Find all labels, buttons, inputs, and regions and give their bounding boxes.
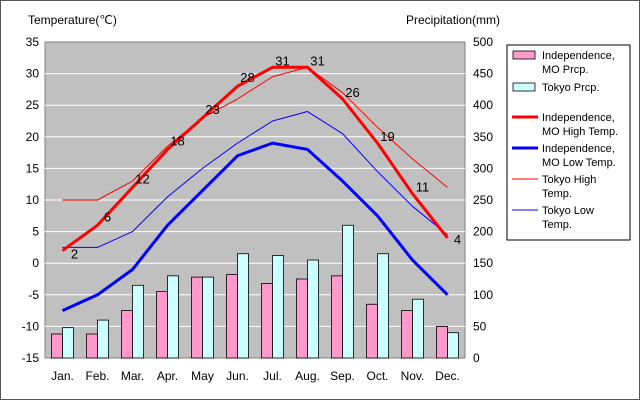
temp-line: [61, 65, 449, 252]
right-tick-label: 150: [473, 256, 493, 270]
high-temp-label: 23: [205, 102, 219, 117]
precip-bar: [97, 319, 109, 359]
temp-line: [61, 141, 449, 312]
high-temp-label: 6: [104, 209, 111, 224]
left-tick-label: 15: [26, 161, 40, 175]
legend-label: MO High Temp.: [542, 126, 618, 138]
precip-bar: [261, 283, 273, 359]
precip-bar: [121, 310, 133, 359]
precipitation-bars: [51, 224, 459, 359]
right-tick-label: 50: [473, 319, 487, 333]
left-tick-label: 25: [26, 98, 40, 112]
high-temp-label: 11: [416, 180, 430, 195]
precip-bar: [401, 310, 413, 359]
precip-bar: [342, 224, 354, 359]
legend-label: Independence,: [542, 143, 615, 155]
precip-bar: [436, 325, 448, 359]
precip-bar: [51, 333, 63, 359]
high-temp-label: 2: [71, 247, 78, 262]
x-tick-label: Nov.: [401, 369, 425, 383]
temp-line: [62, 111, 448, 248]
high-temp-label: 28: [240, 70, 254, 85]
left-axis-ticks: 35 30 25 20 15 10 5 0 -5 -10 -15: [22, 35, 40, 365]
right-tick-label: 400: [473, 98, 493, 112]
high-temp-label: 26: [345, 85, 359, 100]
x-tick-label: Oct.: [366, 369, 388, 383]
precip-bar: [226, 274, 238, 359]
precip-bar: [202, 276, 214, 359]
left-tick-label: 10: [26, 193, 40, 207]
left-tick-label: -15: [22, 351, 40, 365]
legend-box: [506, 44, 631, 241]
x-tick-label: Apr.: [157, 369, 178, 383]
precip-bar: [86, 333, 98, 359]
legend-label: Tokyo Low: [542, 205, 594, 217]
x-axis-ticks: Jan. Feb. Mar. Apr. May Jun. Jul. Aug. Sep. Oct. N…: [51, 369, 460, 383]
legend-label: Temp.: [542, 219, 572, 231]
legend: Independence, MO Prcp. Tokyo Prcp. Independ…: [506, 44, 631, 241]
right-tick-label: 300: [473, 161, 493, 175]
x-tick-label: Dec.: [435, 369, 460, 383]
precip-bar: [237, 253, 249, 359]
legend-label: Tokyo High: [542, 174, 596, 186]
legend-label: Independence,: [542, 112, 615, 124]
precip-bar: [272, 255, 284, 359]
x-tick-label: Jul.: [263, 369, 282, 383]
x-tick-label: Jun.: [226, 369, 249, 383]
high-temp-label: 19: [380, 129, 394, 144]
right-axis-title: Precipitation(mm): [406, 13, 500, 27]
right-tick-label: 250: [473, 193, 493, 207]
precip-bar: [366, 303, 378, 359]
precip-bar: [296, 278, 308, 359]
x-tick-label: Sep.: [330, 369, 355, 383]
legend-label: Independence,: [542, 50, 615, 62]
x-tick-label: May: [191, 369, 214, 383]
precip-bar: [191, 276, 203, 359]
precip-bar: [447, 332, 459, 359]
temperature-lines: [61, 65, 449, 312]
left-tick-label: 0: [32, 256, 39, 270]
legend-label: MO Prcp.: [542, 64, 588, 76]
precip-bar: [62, 327, 74, 359]
high-temp-label: 12: [135, 171, 149, 186]
right-tick-label: 100: [473, 288, 493, 302]
precip-bar: [132, 284, 144, 359]
left-tick-label: 5: [32, 225, 39, 239]
precip-bar: [377, 253, 389, 359]
precip-bar: [412, 298, 424, 359]
high-temp-label: 31: [275, 53, 289, 68]
x-tick-label: Mar.: [121, 369, 144, 383]
right-tick-label: 350: [473, 130, 493, 144]
left-tick-label: 20: [26, 130, 40, 144]
high-temp-label: 31: [310, 53, 324, 68]
legend-swatch: [512, 50, 536, 60]
high-temp-label: 18: [170, 133, 184, 148]
precip-bar: [156, 291, 168, 359]
temp-line: [62, 66, 448, 201]
legend-swatch: [512, 82, 536, 92]
left-tick-label: -10: [22, 319, 40, 333]
right-tick-label: 450: [473, 67, 493, 81]
right-tick-label: 500: [473, 35, 493, 49]
legend-label: Tokyo Prcp.: [542, 82, 599, 94]
precip-bar: [331, 275, 343, 359]
high-temp-label: 4: [454, 232, 461, 247]
legend-label: Temp.: [542, 188, 572, 200]
precip-bar: [167, 275, 179, 359]
left-tick-label: 35: [26, 35, 40, 49]
left-tick-label: 30: [26, 67, 40, 81]
left-axis-title: Temperature(℃): [28, 13, 117, 27]
x-tick-label: Feb.: [85, 369, 109, 383]
precip-bar: [307, 259, 319, 359]
right-tick-label: 200: [473, 225, 493, 239]
x-tick-label: Aug.: [295, 369, 320, 383]
left-tick-label: -5: [28, 288, 39, 302]
x-tick-label: Jan.: [51, 369, 74, 383]
legend-label: MO Low Temp.: [542, 157, 616, 169]
right-tick-label: 0: [473, 351, 480, 365]
